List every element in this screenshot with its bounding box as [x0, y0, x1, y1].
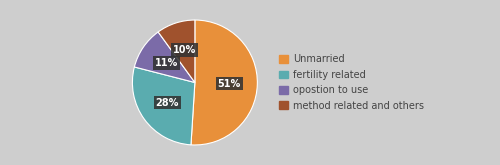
- Text: 28%: 28%: [156, 98, 179, 108]
- Wedge shape: [132, 67, 195, 145]
- Legend: Unmarried, fertility related, opostion to use, method related and others: Unmarried, fertility related, opostion t…: [276, 51, 428, 114]
- Text: 11%: 11%: [155, 58, 178, 68]
- Wedge shape: [134, 32, 195, 82]
- Text: 10%: 10%: [172, 45, 196, 55]
- Text: 51%: 51%: [218, 79, 241, 89]
- Wedge shape: [191, 20, 258, 145]
- Wedge shape: [158, 20, 195, 82]
